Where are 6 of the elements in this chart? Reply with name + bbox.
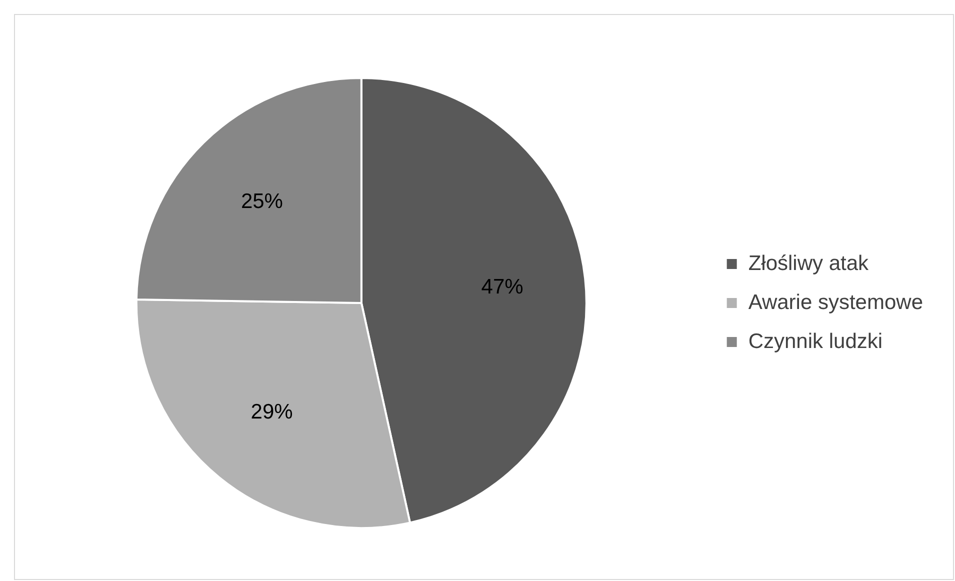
data-label: 25% (240, 190, 283, 213)
data-label: 47% (481, 275, 524, 298)
data-label: 29% (250, 400, 293, 424)
legend-label: Awarie systemowe (748, 290, 924, 314)
legend-label: Złośliwy atak (748, 252, 870, 275)
legend-label: Czynnik ludzki (748, 330, 883, 353)
